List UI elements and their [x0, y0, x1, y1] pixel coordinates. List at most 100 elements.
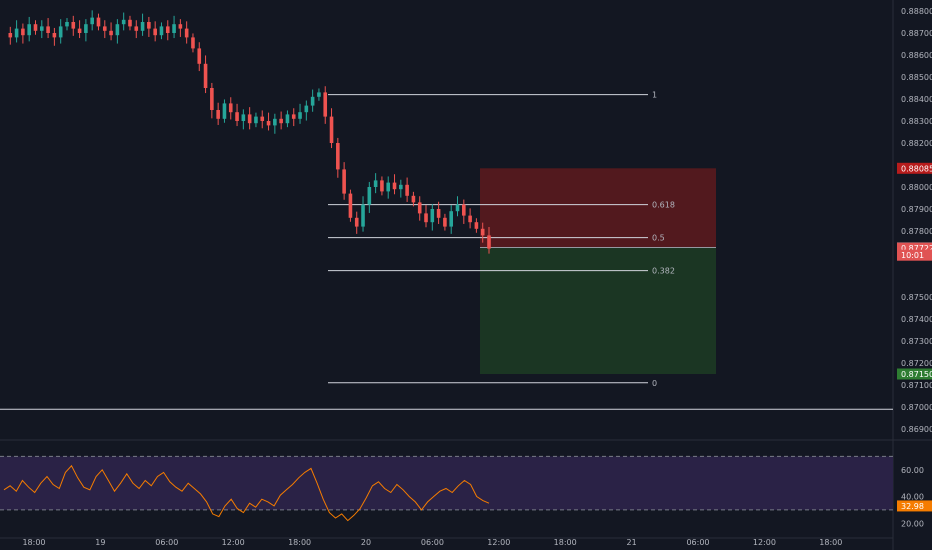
- price-tick-label: 0.88600: [901, 51, 932, 60]
- price-tick-label: 0.87200: [901, 359, 932, 368]
- price-badge-text: 0.87150: [901, 370, 932, 379]
- candle-body: [456, 205, 460, 212]
- price-tick-label: 0.88500: [901, 73, 932, 82]
- candle-body: [40, 26, 44, 30]
- candle-body: [260, 117, 264, 121]
- candle-body: [342, 169, 346, 193]
- candle-body: [166, 26, 170, 33]
- candle-body: [443, 218, 447, 227]
- candle-body: [134, 26, 138, 30]
- candle-body: [172, 24, 176, 33]
- candle-body: [210, 88, 214, 110]
- candle-body: [254, 117, 258, 124]
- candle-body: [380, 180, 384, 191]
- price-tick-label: 0.87000: [901, 403, 932, 412]
- candle-body: [153, 29, 157, 36]
- candle-body: [90, 18, 94, 25]
- price-tick-label: 0.88400: [901, 95, 932, 104]
- price-tick-label: 0.88700: [901, 29, 932, 38]
- time-tick-label: 06:00: [686, 538, 709, 547]
- candle-body: [116, 24, 120, 35]
- candle-body: [8, 33, 12, 37]
- price-tick-label: 0.87400: [901, 315, 932, 324]
- rsi-tick-label: 20.00: [901, 519, 924, 528]
- candle-body: [468, 216, 472, 223]
- candle-body: [292, 114, 296, 118]
- fib-level-label: 1: [652, 91, 657, 100]
- candle-body: [305, 106, 309, 113]
- time-tick-label: 18:00: [819, 538, 842, 547]
- rsi-tick-label: 60.00: [901, 466, 924, 475]
- candle-body: [267, 121, 271, 125]
- fib-level-label: 0.618: [652, 201, 675, 210]
- candle-body: [481, 229, 485, 236]
- candle-body: [34, 24, 38, 31]
- candle-body: [229, 103, 233, 112]
- price-badge-text: 10:01: [901, 251, 924, 260]
- time-tick-label: 18:00: [22, 538, 45, 547]
- time-tick-label: 21: [627, 538, 637, 547]
- candle-body: [216, 110, 220, 119]
- candle-body: [405, 185, 409, 196]
- candle-body: [242, 114, 246, 121]
- time-tick-label: 06:00: [155, 538, 178, 547]
- candle-body: [97, 18, 101, 27]
- candle-body: [46, 26, 50, 33]
- time-tick-label: 12:00: [487, 538, 510, 547]
- time-tick-label: 06:00: [421, 538, 444, 547]
- price-tick-label: 0.88800: [901, 7, 932, 16]
- time-tick-label: 18:00: [554, 538, 577, 547]
- candle-body: [191, 37, 195, 48]
- candle-body: [84, 24, 88, 33]
- candle-body: [330, 117, 334, 143]
- candle-body: [298, 112, 302, 119]
- price-tick-label: 0.87300: [901, 337, 932, 346]
- candle-body: [71, 22, 75, 29]
- candle-body: [418, 202, 422, 213]
- candle-body: [386, 183, 390, 192]
- time-tick-label: 18:00: [288, 538, 311, 547]
- candle-body: [15, 29, 19, 38]
- candle-body: [273, 119, 277, 126]
- candle-body: [204, 64, 208, 88]
- time-tick-label: 19: [95, 538, 105, 547]
- rsi-value-text: 32.98: [901, 502, 924, 511]
- time-tick-label: 12:00: [753, 538, 776, 547]
- candle-body: [147, 22, 151, 29]
- candle-body: [21, 29, 25, 36]
- candle-body: [323, 92, 327, 116]
- price-tick-label: 0.86900: [901, 425, 932, 434]
- fib-level-label: 0.382: [652, 267, 675, 276]
- candle-body: [336, 143, 340, 169]
- candle-body: [109, 31, 113, 35]
- candle-body: [65, 22, 69, 26]
- candle-body: [197, 48, 201, 63]
- candle-body: [393, 183, 397, 190]
- candle-body: [449, 211, 453, 226]
- fib-level-label: 0: [652, 379, 657, 388]
- price-tick-label: 0.88200: [901, 139, 932, 148]
- candle-body: [286, 114, 290, 123]
- take-profit-zone[interactable]: [480, 248, 716, 375]
- candle-body: [27, 24, 31, 35]
- candle-body: [248, 114, 252, 123]
- candle-body: [437, 209, 441, 218]
- candle-body: [185, 29, 189, 38]
- fib-level-label: 0.5: [652, 234, 665, 243]
- price-axis[interactable]: 0.88800 0.88700 0.88600 0.88500 0.88400 0.883…: [897, 7, 932, 528]
- candle-body: [361, 205, 365, 227]
- candle-body: [103, 26, 107, 30]
- rsi-pane[interactable]: [0, 456, 893, 520]
- price-tick-label: 0.87500: [901, 293, 932, 302]
- candle-body: [317, 92, 321, 96]
- candle-body: [53, 33, 57, 37]
- candle-body: [424, 213, 428, 222]
- candle-body: [311, 97, 315, 106]
- time-axis[interactable]: 18:00 19 06:00 12:00 18:00 20 06:00 12:00 18:00 2…: [22, 538, 842, 547]
- stop-loss-zone[interactable]: [480, 168, 716, 247]
- price-tick-label: 0.87100: [901, 381, 932, 390]
- candle-body: [223, 103, 227, 118]
- candle-body: [59, 26, 63, 37]
- candle-body: [355, 218, 359, 227]
